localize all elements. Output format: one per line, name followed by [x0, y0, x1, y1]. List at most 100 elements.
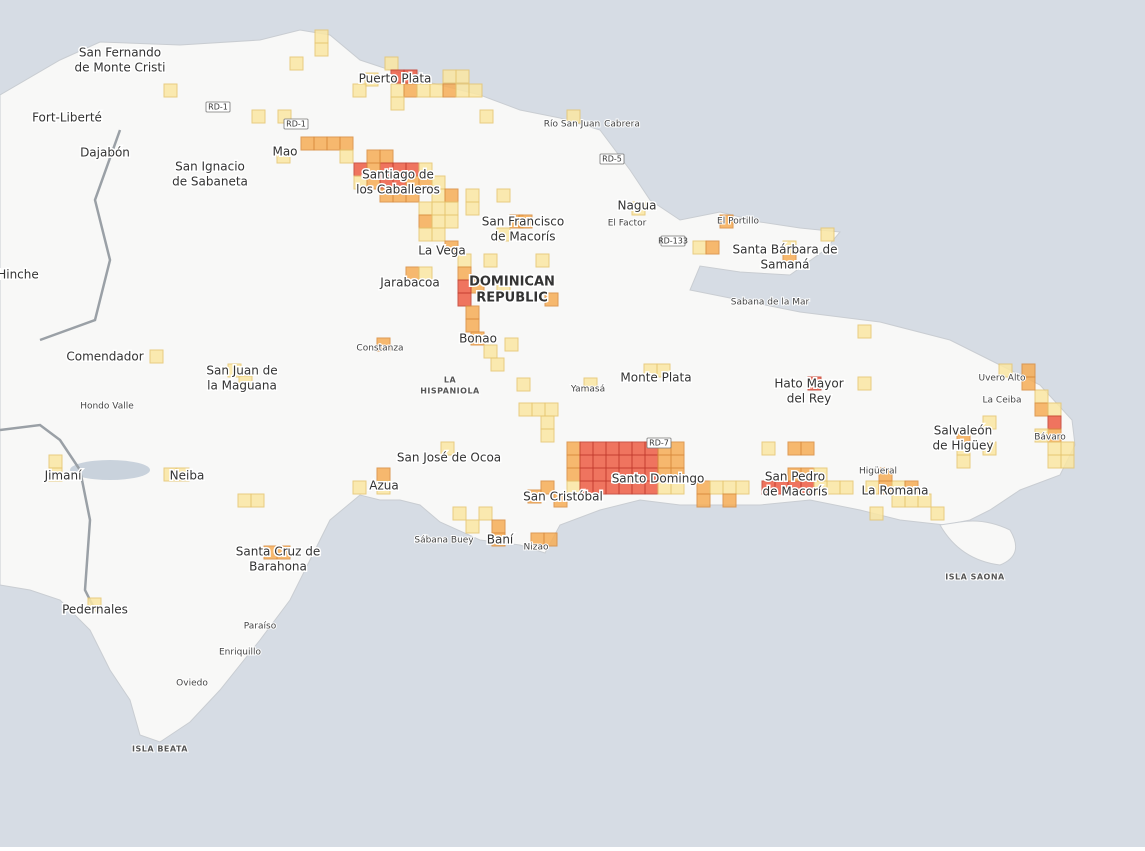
heat-cell [826, 480, 841, 495]
heat-cell [470, 331, 485, 346]
heat-cell [227, 363, 242, 378]
heat-cell [579, 441, 594, 456]
heat-cell [468, 83, 483, 98]
place-label: Fort-Liberté [32, 111, 102, 125]
place-label: Jarabacoa [379, 276, 439, 290]
heat-cell [491, 532, 506, 547]
heat-cell [722, 493, 737, 508]
place-label: Sábana Buey [414, 536, 474, 546]
heat-cell [631, 454, 646, 469]
heat-cell [592, 441, 607, 456]
land [0, 29, 1076, 743]
heat-cell [326, 136, 341, 151]
place-label: Paraíso [244, 622, 277, 632]
heat-cell [431, 201, 446, 216]
region-label: ISLA BEATA [132, 745, 188, 754]
heat-cell [670, 454, 685, 469]
heat-cell [366, 149, 381, 164]
heat-cell [605, 454, 620, 469]
heat-cell [478, 506, 493, 521]
heat-cell [379, 149, 394, 164]
heat-cell [696, 493, 711, 508]
heat-cell [566, 441, 581, 456]
region-label: DOMINICAN [469, 275, 555, 290]
place-label: Uvero Alto [978, 374, 1026, 384]
heat-cell [644, 454, 659, 469]
heat-cell [618, 441, 633, 456]
heat-cell [592, 454, 607, 469]
heat-cell [384, 56, 399, 71]
heat-cell [314, 29, 329, 44]
heat-cell [1047, 441, 1062, 456]
place-label: San José de Ocoa [397, 451, 501, 465]
heat-cell [87, 597, 102, 612]
heat-cell [496, 227, 511, 242]
border [39, 129, 122, 342]
heat-cell [761, 441, 776, 456]
heat-cell [504, 337, 519, 352]
heat-cell [787, 441, 802, 456]
heat-cell [1047, 454, 1062, 469]
place-label: La Vega [418, 244, 465, 258]
heat-cell [418, 266, 433, 281]
place-label: Comendador [66, 350, 143, 364]
heat-cell [540, 428, 555, 443]
heat-cell [1047, 402, 1062, 417]
heat-cell [527, 489, 542, 504]
heat-cell [455, 83, 470, 98]
heat-cell [429, 83, 444, 98]
heat-cell [998, 363, 1013, 378]
heat-cell [339, 136, 354, 151]
heat-cell [618, 454, 633, 469]
heat-cell [1047, 415, 1062, 430]
heat-cell [405, 188, 420, 203]
heat-cell [313, 136, 328, 151]
road-label: RD-5 [602, 155, 622, 164]
region-label: REPUBLIC [476, 291, 548, 306]
heat-cell [444, 240, 459, 255]
place-label: Santiago de [362, 168, 434, 182]
road-shield [599, 153, 625, 165]
place-label: Constanza [356, 344, 403, 354]
heat-cell [735, 480, 750, 495]
place-label: Yamasá [570, 385, 605, 395]
heat-cell [444, 201, 459, 216]
road-shield [646, 437, 672, 449]
heat-cell [457, 292, 472, 307]
heat-cell [839, 480, 854, 495]
heat-cell [352, 480, 367, 495]
heat-cell [535, 253, 550, 268]
road-shield [660, 235, 686, 247]
place-label: Santa Cruz de [236, 545, 320, 559]
heat-cell [857, 324, 872, 339]
place-label: Santo Domingo [612, 472, 705, 486]
place-label: Mao [272, 145, 297, 159]
heat-cell [657, 454, 672, 469]
place-label: Baní [487, 533, 514, 547]
heat-cell [670, 480, 685, 495]
heat-cell [237, 493, 252, 508]
place-label: la Maguana [207, 379, 277, 393]
heat-cell [403, 69, 418, 84]
place-label: de Macorís [763, 485, 828, 499]
heat-cell [444, 188, 459, 203]
place-label: los Caballeros [356, 183, 440, 197]
place-label: de Higüey [933, 439, 994, 453]
place-label: San Fernando [79, 46, 161, 60]
road-label: RD-1 [286, 120, 306, 129]
road-shield [283, 118, 309, 130]
heat-cell [289, 56, 304, 71]
place-label: San Francisco [482, 215, 564, 229]
place-label: Bonao [459, 332, 497, 346]
heat-cell [878, 467, 893, 482]
place-label: Samaná [761, 258, 810, 272]
place-label: La Ceiba [983, 396, 1022, 406]
heat-cell [869, 506, 884, 521]
place-label: Pedernales [62, 603, 128, 617]
heat-cell [579, 454, 594, 469]
heat-cell [491, 519, 506, 534]
heat-cell [376, 337, 391, 352]
road-label: RD-133 [658, 237, 688, 246]
heat-cell [452, 506, 467, 521]
